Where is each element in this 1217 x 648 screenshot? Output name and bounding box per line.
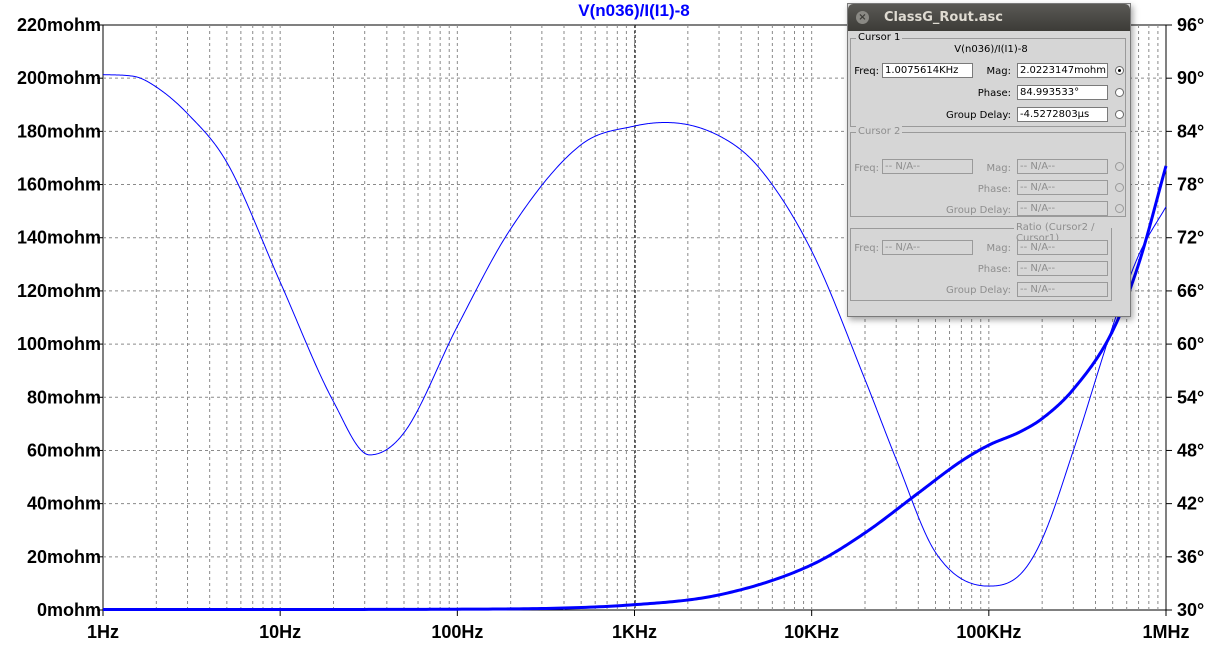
cursor-1-group-delay-radio[interactable] bbox=[1115, 110, 1124, 119]
dialog-title: ClassG_Rout.asc bbox=[884, 10, 1003, 25]
cursor-2-phase-radio[interactable] bbox=[1115, 183, 1124, 192]
cursor-2-freq-field[interactable]: -- N/A-- bbox=[882, 159, 973, 174]
cursor-1-mag-label: Mag: bbox=[986, 66, 1011, 77]
cursor-1-freq-label: Freq: bbox=[854, 66, 879, 77]
y-right-tick-label: 90° bbox=[1177, 68, 1204, 88]
x-tick-label: 1Hz bbox=[87, 622, 119, 642]
y-left-tick-label: 220mohm bbox=[17, 15, 101, 35]
series-phase-line[interactable] bbox=[102, 74, 1167, 587]
y-right-tick-label: 96° bbox=[1177, 15, 1204, 35]
cursor-1-mag-radio[interactable] bbox=[1115, 66, 1124, 75]
ratio-phase-field[interactable]: -- N/A-- bbox=[1017, 261, 1108, 276]
y-right-tick-label: 60° bbox=[1177, 334, 1204, 354]
y-left-tick-label: 100mohm bbox=[17, 334, 101, 354]
trace-title[interactable]: V(n036)/I(I1)-8 bbox=[578, 1, 689, 20]
cursor-1-phase-radio[interactable] bbox=[1115, 88, 1124, 97]
y-left-tick-label: 180mohm bbox=[17, 121, 101, 141]
cursor-2-group: Cursor 2 Freq: -- N/A-- Mag: -- N/A-- Ph… bbox=[850, 126, 1126, 217]
cursor-dialog[interactable]: × ClassG_Rout.asc Cursor 1 V(n036)/I(I1)… bbox=[847, 3, 1131, 317]
y-left-tick-label: 120mohm bbox=[17, 281, 101, 301]
dialog-titlebar[interactable]: × ClassG_Rout.asc bbox=[848, 4, 1130, 31]
cursor-2-group-delay-radio[interactable] bbox=[1115, 204, 1124, 213]
y-left-tick-label: 80mohm bbox=[27, 387, 101, 407]
y-right-tick-label: 72° bbox=[1177, 228, 1204, 248]
y-left-tick-label: 200mohm bbox=[17, 68, 101, 88]
cursor-1-legend: Cursor 1 bbox=[856, 32, 903, 43]
cursor-2-phase-label: Phase: bbox=[977, 184, 1011, 195]
cursor-2-mag-label: Mag: bbox=[986, 163, 1011, 174]
close-icon[interactable]: × bbox=[856, 11, 869, 24]
radio-selected-dot bbox=[1118, 69, 1121, 72]
y-left-tick-label: 60mohm bbox=[27, 440, 101, 460]
y-right-tick-label: 30° bbox=[1177, 600, 1204, 620]
cursor-1-phase-label: Phase: bbox=[977, 88, 1011, 99]
y-right-tick-label: 84° bbox=[1177, 121, 1204, 141]
ratio-group-delay-field[interactable]: -- N/A-- bbox=[1017, 282, 1108, 297]
ratio-freq-field[interactable]: -- N/A-- bbox=[882, 240, 973, 255]
series-magnitude-line[interactable] bbox=[103, 165, 1168, 611]
ratio-mag-field[interactable]: -- N/A-- bbox=[1017, 240, 1108, 255]
y-left-tick-label: 40mohm bbox=[27, 494, 101, 514]
cursor-2-phase-field[interactable]: -- N/A-- bbox=[1017, 180, 1108, 195]
cursor-1-group: Cursor 1 V(n036)/I(I1)-8 Freq: 1.0075614… bbox=[850, 32, 1126, 127]
series-layer bbox=[102, 74, 1168, 611]
y-left-tick-label: 160mohm bbox=[17, 175, 101, 195]
cursor-2-group-delay-label: Group Delay: bbox=[946, 205, 1011, 216]
tick-labels: 1Hz 10Hz 100Hz 1KHz 10KHz 100KHz 1MHz 0mohm 20mo… bbox=[17, 15, 1204, 642]
ratio-group-delay-label: Group Delay: bbox=[946, 285, 1011, 296]
y-right-tick-label: 48° bbox=[1177, 440, 1204, 460]
ratio-legend: Ratio (Cursor2 / Cursor1) bbox=[1014, 222, 1111, 244]
y-right-tick-label: 42° bbox=[1177, 494, 1204, 514]
y-right-tick-label: 78° bbox=[1177, 175, 1204, 195]
y-left-tick-label: 0mohm bbox=[37, 600, 101, 620]
cursor-2-freq-label: Freq: bbox=[854, 163, 879, 174]
ratio-freq-label: Freq: bbox=[854, 243, 879, 254]
x-tick-label: 1KHz bbox=[612, 622, 657, 642]
x-tick-label: 1MHz bbox=[1142, 622, 1189, 642]
cursor-1-mag-field[interactable]: 2.0223147mohm bbox=[1017, 63, 1108, 78]
cursor-1-phase-field[interactable]: 84.993533° bbox=[1017, 85, 1108, 100]
cursor-2-group-delay-field[interactable]: -- N/A-- bbox=[1017, 201, 1108, 216]
cursor-2-mag-field[interactable]: -- N/A-- bbox=[1017, 159, 1108, 174]
ratio-group: Ratio (Cursor2 / Cursor1) Freq: -- N/A--… bbox=[850, 222, 1112, 301]
cursor-1-freq-field[interactable]: 1.0075614KHz bbox=[882, 63, 973, 78]
x-tick-label: 10Hz bbox=[259, 622, 301, 642]
cursor-1-group-delay-label: Group Delay: bbox=[946, 110, 1011, 121]
y-right-tick-label: 54° bbox=[1177, 387, 1204, 407]
y-left-tick-label: 140mohm bbox=[17, 228, 101, 248]
x-tick-label: 100KHz bbox=[956, 622, 1021, 642]
ratio-phase-label: Phase: bbox=[977, 264, 1011, 275]
cursor-2-legend: Cursor 2 bbox=[856, 126, 903, 137]
cursor-2-mag-radio[interactable] bbox=[1115, 162, 1124, 171]
x-tick-label: 10KHz bbox=[784, 622, 839, 642]
y-left-tick-label: 20mohm bbox=[27, 547, 101, 567]
y-right-tick-label: 66° bbox=[1177, 281, 1204, 301]
cursor-1-trace: V(n036)/I(I1)-8 bbox=[954, 44, 1028, 55]
y-right-tick-label: 36° bbox=[1177, 547, 1204, 567]
x-tick-label: 100Hz bbox=[431, 622, 483, 642]
ratio-mag-label: Mag: bbox=[986, 243, 1011, 254]
cursor-1-group-delay-field[interactable]: -4.5272803µs bbox=[1017, 107, 1108, 122]
